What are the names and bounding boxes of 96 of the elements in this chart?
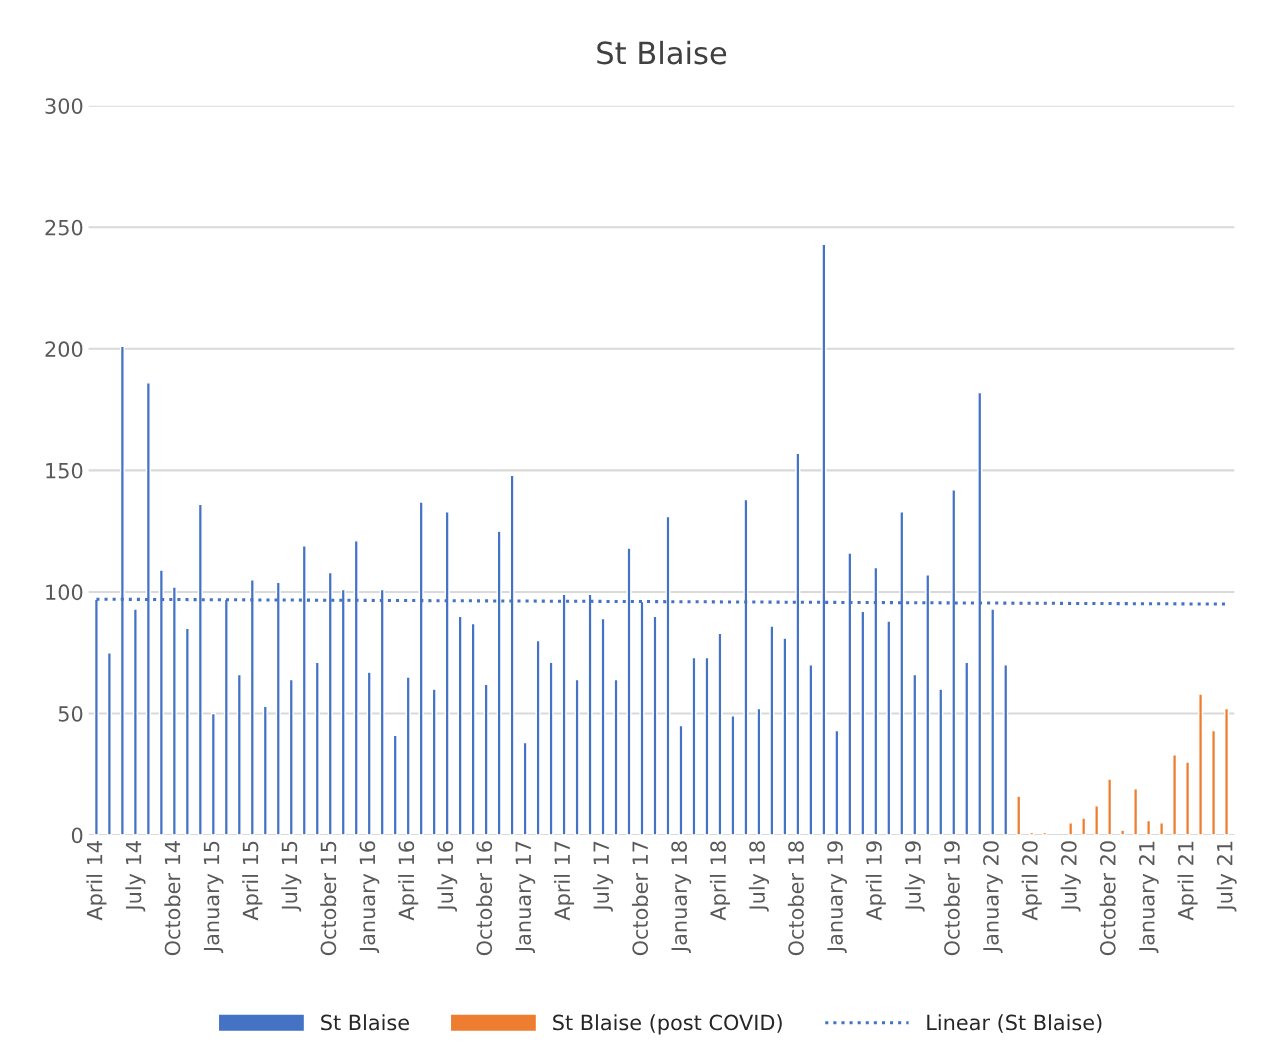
y-tick-label: 0 — [71, 827, 83, 844]
bar — [314, 661, 320, 836]
y-tick-label: 150 — [46, 462, 83, 479]
bar — [1185, 761, 1191, 836]
bar — [470, 622, 476, 836]
x-tick-label: July 14 — [125, 841, 146, 912]
bar — [1081, 817, 1087, 836]
x-tick-label: April 20 — [1021, 841, 1042, 921]
y-tick-label: 250 — [45, 219, 83, 236]
x-tick-label: January 20 — [983, 841, 1003, 954]
bar — [1107, 778, 1113, 836]
bar — [210, 712, 216, 836]
x-tick-label: July 18 — [748, 841, 769, 912]
bar — [1120, 829, 1126, 836]
x-tick-label: July 17 — [592, 841, 614, 912]
x-tick-label: July 16 — [437, 841, 458, 912]
bar — [535, 639, 541, 836]
bar — [236, 673, 242, 836]
bar — [938, 688, 944, 836]
x-tick-label: October 16 — [476, 841, 493, 956]
bar — [860, 610, 866, 836]
bar — [574, 678, 580, 836]
bar — [1068, 822, 1074, 836]
bar — [1094, 805, 1100, 836]
x-tick-label: April 15 — [242, 841, 263, 921]
bar — [1146, 819, 1152, 836]
bar — [834, 729, 840, 836]
bar — [1224, 707, 1230, 836]
x-tick-label: July 19 — [904, 841, 925, 912]
bar — [483, 683, 489, 836]
bar — [717, 632, 723, 836]
bar — [392, 734, 398, 836]
x-tick-label: October 14 — [164, 841, 181, 956]
bar — [106, 652, 112, 836]
bar — [886, 620, 892, 836]
y-tick-label: 300 — [45, 98, 83, 114]
x-tick-label: April 16 — [398, 841, 419, 921]
x-tick-label: April 19 — [865, 841, 886, 921]
y-tick-label: 200 — [45, 341, 83, 358]
legend-label: St Blaise (post COVID) — [553, 1014, 782, 1035]
legend-label: Linear (St Blaise) — [927, 1014, 1102, 1033]
x-tick-label: January 18 — [671, 841, 692, 954]
bar — [782, 637, 788, 836]
x-tick-label: January 19 — [827, 841, 847, 954]
bar — [1211, 729, 1217, 836]
bar — [808, 664, 814, 836]
x-tick-label: January 15 — [203, 841, 224, 954]
bar — [691, 656, 697, 836]
bar — [288, 678, 294, 836]
bar — [1172, 754, 1178, 836]
bar — [431, 688, 437, 836]
bar — [1016, 795, 1022, 836]
x-tick-label: April 14 — [86, 841, 107, 921]
chart-title: St Blaise — [597, 40, 727, 65]
bar — [548, 661, 554, 836]
y-tick-label: 100 — [46, 584, 83, 601]
bar — [1133, 788, 1139, 836]
bar — [756, 707, 762, 836]
bar — [1159, 822, 1165, 836]
bar — [769, 625, 775, 836]
x-tick-label: October 20 — [1099, 841, 1116, 956]
x-tick-label: January 21 — [1138, 841, 1159, 954]
x-tick-label: October 19 — [943, 841, 960, 956]
bar — [1003, 664, 1009, 836]
bar — [912, 673, 918, 836]
bar — [730, 715, 736, 836]
x-tick-label: October 18 — [787, 841, 804, 956]
bar — [1029, 831, 1035, 836]
bar — [366, 671, 372, 836]
x-tick-label: January 16 — [359, 841, 380, 954]
x-tick-label: July 15 — [281, 841, 302, 912]
bar — [522, 741, 528, 836]
x-tick-label: July 21 — [1216, 841, 1237, 912]
x-tick-label: April 18 — [709, 841, 731, 921]
bar — [457, 615, 463, 836]
bar — [990, 608, 996, 836]
x-tick-label: April 17 — [553, 841, 575, 921]
x-tick-label: October 17 — [631, 841, 649, 956]
bar — [1198, 693, 1204, 836]
bar — [1042, 831, 1048, 836]
legend-label: St Blaise — [321, 1014, 409, 1031]
x-tick-label: January 17 — [515, 841, 536, 954]
x-tick-label: April 21 — [1177, 841, 1198, 921]
bar — [613, 678, 619, 836]
bar — [184, 627, 190, 836]
bar — [704, 656, 710, 836]
x-tick-label: July 20 — [1060, 841, 1081, 912]
y-tick-label: 50 — [58, 705, 83, 722]
bar — [132, 608, 138, 836]
bar — [678, 724, 684, 836]
bar — [964, 661, 970, 836]
bar — [652, 615, 658, 836]
bar — [600, 617, 606, 836]
bar — [262, 705, 268, 836]
bar — [405, 676, 411, 836]
x-tick-label: October 15 — [320, 841, 337, 956]
